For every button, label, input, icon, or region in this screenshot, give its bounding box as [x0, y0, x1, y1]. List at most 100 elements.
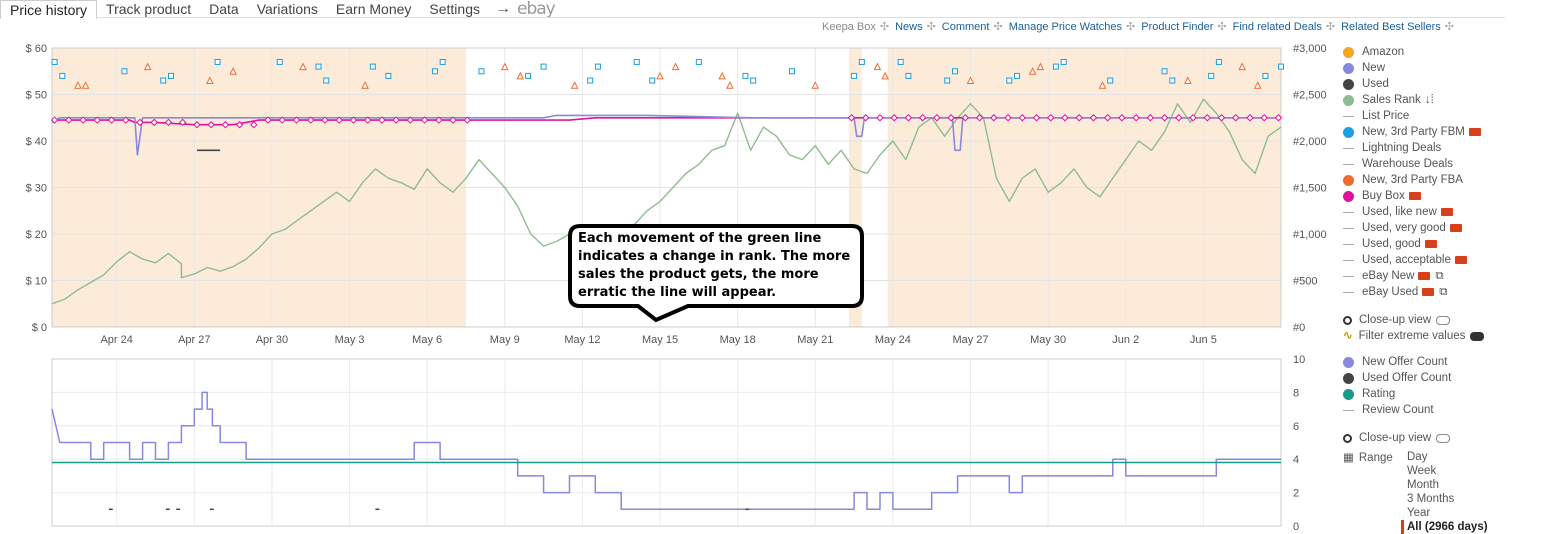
link-find-related-deals[interactable]: Find related Deals — [1232, 21, 1322, 33]
buybox-marker — [235, 121, 244, 129]
legend-dot-icon — [1343, 46, 1354, 58]
buybox-marker — [107, 116, 116, 124]
buybox-marker — [93, 116, 101, 124]
legend-item-review-count[interactable]: Review Count — [1343, 402, 1451, 418]
toggle-icon[interactable] — [1436, 433, 1451, 443]
legend-item-sales-rank[interactable]: Sales Rank ↓⁞ — [1343, 92, 1481, 108]
buybox-marker — [975, 114, 984, 122]
buybox-marker — [1274, 114, 1283, 122]
legend-item-new-3rd-party-fba[interactable]: New, 3rd Party FBA — [1343, 172, 1481, 188]
fbm-marker — [1107, 77, 1114, 84]
y-tick-label: 10 — [1293, 355, 1305, 366]
x-tick-label: Jun 2 — [1112, 334, 1139, 346]
link-related-best-sellers[interactable]: Related Best Sellers — [1341, 21, 1441, 33]
buybox-marker — [420, 116, 429, 124]
buybox-marker — [250, 121, 258, 129]
legend-item-new[interactable]: New — [1343, 60, 1481, 76]
legend-item-warehouse-deals[interactable]: Warehouse Deals — [1343, 156, 1481, 172]
fbm-marker — [385, 72, 392, 79]
fbm-marker — [525, 72, 532, 79]
legend-line-icon — [1343, 291, 1354, 293]
y-left-tick-label: $ 60 — [26, 43, 47, 55]
tab-settings[interactable]: Settings — [429, 1, 480, 17]
tab-price-history[interactable]: Price history — [0, 0, 98, 19]
legend-item-lightning-deals[interactable]: Lightning Deals — [1343, 140, 1481, 156]
link-manage-price-watches[interactable]: Manage Price Watches — [1008, 21, 1123, 33]
buybox-marker — [435, 116, 443, 124]
ebay-link[interactable]: ebay — [516, 0, 556, 19]
legend-item-buy-box[interactable]: Buy Box — [1343, 188, 1481, 204]
legend-item-used-offer-count[interactable]: Used Offer Count — [1343, 370, 1451, 386]
legend-item-new-3rd-party-fbm[interactable]: New, 3rd Party FBM — [1343, 124, 1481, 140]
link-product-finder[interactable]: Product Finder — [1141, 21, 1214, 33]
tab-track-product[interactable]: Track product — [106, 1, 192, 17]
fbm-marker — [1262, 72, 1269, 79]
buybox-marker — [136, 118, 144, 127]
separator-icon: ✣ — [879, 21, 890, 33]
x-tick-label: May 27 — [952, 334, 988, 346]
link-news[interactable]: News — [895, 21, 923, 33]
toggle-icon[interactable] — [1436, 315, 1451, 325]
separator-icon: ✣ — [1126, 21, 1136, 33]
closeup-toggle-2[interactable]: Close-up view — [1343, 430, 1451, 446]
external-link-icon[interactable]: ⧉ — [1439, 286, 1448, 298]
fba-marker — [206, 76, 214, 85]
buybox-marker — [392, 116, 400, 124]
legend-item-used-like-new[interactable]: Used, like new — [1343, 204, 1481, 220]
legend-line-icon — [1343, 243, 1354, 245]
truck-icon — [1440, 208, 1453, 216]
legend-item-rating[interactable]: Rating — [1343, 386, 1451, 402]
fba-marker — [516, 71, 525, 80]
fba-marker — [1028, 67, 1037, 75]
legend-item-used-acceptable[interactable]: Used, acceptable — [1343, 252, 1481, 268]
closeup-toggle[interactable]: Close-up view — [1343, 312, 1484, 328]
legend-label: eBay Used — [1362, 286, 1419, 298]
legend-item-used-very-good[interactable]: Used, very good — [1343, 220, 1481, 236]
legend-tools-2: Close-up view — [1343, 430, 1451, 446]
offer-count-chart: 0 2 4 6 8 10 — [51, 355, 1305, 530]
buybox-marker — [292, 116, 301, 124]
legend-label: New, 3rd Party FBA — [1362, 174, 1463, 186]
tab-data[interactable]: Data — [209, 1, 239, 17]
range-option-week[interactable]: Week — [1407, 465, 1437, 477]
annotation-text: Each movement of the green line indicate… — [578, 231, 851, 300]
legend-item-ebay-used[interactable]: eBay Used ⧉ — [1343, 284, 1481, 300]
fba-marker — [811, 81, 820, 89]
legend-item-used[interactable]: Used — [1343, 76, 1481, 92]
fbm-marker — [168, 72, 175, 79]
legend-item-ebay-new[interactable]: eBay New ⧉ — [1343, 268, 1481, 284]
fba-marker — [74, 81, 82, 89]
price-history-chart: $ 0 #0 $ 10 #500 $ 20 #1,000 $ 30 #1,500 $ 40 #2,… — [26, 43, 1327, 346]
buybox-marker — [307, 116, 315, 124]
link-comment[interactable]: Comment — [941, 21, 990, 33]
range-option-3-months[interactable]: 3 Months — [1407, 493, 1455, 505]
filter-toggle[interactable]: ∿ Filter extreme values — [1343, 328, 1485, 344]
fbm-marker — [587, 77, 594, 84]
legend-item-list-price[interactable]: List Price — [1343, 108, 1481, 124]
range-option-month[interactable]: Month — [1407, 479, 1439, 491]
truck-icon — [1418, 272, 1431, 280]
tab-variations[interactable]: Variations — [256, 1, 318, 17]
legend-item-amazon[interactable]: Amazon — [1343, 44, 1481, 60]
tab-earn-money[interactable]: Earn Money — [335, 1, 412, 17]
series-line-sales-rank — [51, 98, 1282, 305]
fbm-marker — [750, 77, 757, 84]
range-option-all-2966-days-[interactable]: All (2966 days) — [1401, 520, 1488, 534]
keepa-box-link[interactable]: Keepa Box — [822, 21, 876, 33]
toggle-icon[interactable] — [1470, 331, 1485, 341]
legend-tools: Close-up view ∿ Filter extreme values — [1343, 312, 1485, 344]
legend-line-icon — [1343, 227, 1354, 229]
legend-item-new-offer-count[interactable]: New Offer Count — [1343, 354, 1451, 370]
range-option-year[interactable]: Year — [1407, 507, 1431, 519]
range-option-day[interactable]: Day — [1407, 451, 1428, 463]
buybox-marker — [947, 114, 955, 122]
sort-icon[interactable]: ↓⁞ — [1424, 94, 1434, 106]
fbm-marker — [858, 58, 865, 65]
external-link-icon[interactable]: ⧉ — [1435, 270, 1444, 282]
buybox-marker — [1203, 114, 1211, 122]
x-tick-label: May 3 — [335, 334, 365, 346]
fbm-marker — [1014, 72, 1021, 79]
truck-icon — [1454, 256, 1467, 264]
legend-item-used-good[interactable]: Used, good — [1343, 236, 1481, 252]
buybox-marker — [349, 116, 358, 124]
